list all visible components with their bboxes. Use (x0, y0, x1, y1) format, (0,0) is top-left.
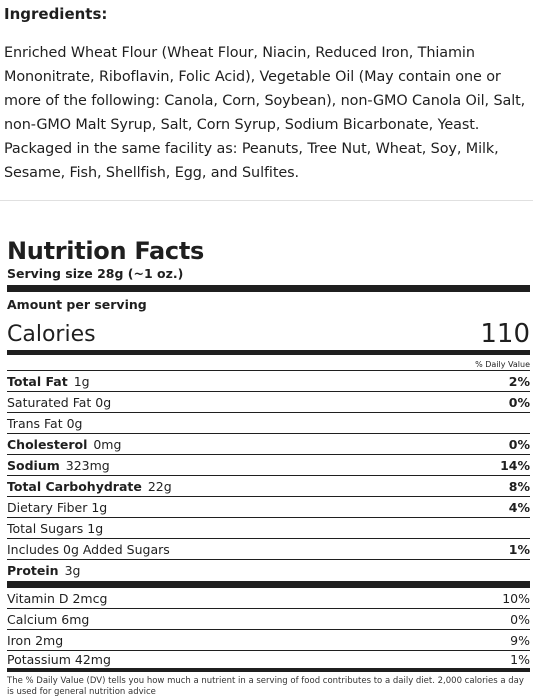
nutrient-dv: 0% (508, 394, 530, 410)
nutrient-name: Includes 0g Added Sugars (7, 541, 170, 557)
nutrient-dv: 4% (508, 499, 530, 515)
nutrient-dv: 0% (508, 436, 530, 452)
nutrient-dv: 8% (508, 478, 530, 494)
daily-value-header: % Daily Value (7, 355, 530, 371)
ingredients-section: Ingredients: Enriched Wheat Flour (Wheat… (4, 4, 530, 185)
nutrient-row-added-sugars: Includes 0g Added Sugars 1% (7, 539, 530, 560)
nutrient-row-total-fat: Total Fat 1g 2% (7, 371, 530, 392)
nutrient-row-protein: Protein 3g (7, 560, 530, 581)
nutrient-dv: 14% (500, 457, 530, 473)
nutrient-name: Protein (7, 563, 59, 578)
vitamin-dv: 0% (510, 611, 530, 627)
nutrient-row-dietary-fiber: Dietary Fiber 1g 4% (7, 497, 530, 518)
nutrient-name: Sodium (7, 457, 60, 473)
nutrient-name: Total Carbohydrate (7, 478, 142, 494)
medium-divider (7, 351, 530, 355)
vitamin-name: Calcium 6mg (7, 611, 90, 627)
serving-size: Serving size 28g (~1 oz.) (7, 266, 184, 281)
vitamin-name: Potassium 42mg (7, 652, 111, 667)
nutrient-amount: 323mg (65, 457, 110, 473)
nutrient-row-total-sugars: Total Sugars 1g (7, 518, 530, 539)
thick-divider (7, 581, 530, 588)
nutrient-dv: 1% (508, 541, 530, 557)
nutrient-row-saturated-fat: Saturated Fat 0g 0% (7, 392, 530, 413)
nutrient-name: Trans Fat 0g (7, 415, 83, 431)
nutrient-amount: 0mg (93, 436, 122, 452)
nutrition-facts-panel: Nutrition Facts Serving size 28g (~1 oz.… (7, 236, 530, 698)
nutrient-dv: 2% (508, 373, 530, 389)
vitamin-dv: 10% (502, 590, 530, 606)
nutrient-row-sodium: Sodium 323mg 14% (7, 455, 530, 476)
nutrient-name: Saturated Fat 0g (7, 394, 112, 410)
nutrient-row-trans-fat: Trans Fat 0g (7, 413, 530, 434)
vitamin-dv: 9% (510, 632, 530, 648)
calories-row: Calories 110 (7, 316, 530, 351)
vitamin-name: Iron 2mg (7, 632, 64, 648)
vitamin-dv: 1% (510, 652, 530, 667)
daily-value-footnote: The % Daily Value (DV) tells you how muc… (7, 676, 524, 697)
nutrient-row-cholesterol: Cholesterol 0mg 0% (7, 434, 530, 455)
amount-per-serving: Amount per serving (7, 297, 147, 312)
section-divider (0, 200, 533, 201)
thick-divider (7, 285, 530, 292)
ingredients-text: Enriched Wheat Flour (Wheat Flour, Niaci… (4, 45, 526, 181)
nutrient-amount: 1g (73, 373, 90, 389)
nutrient-name: Cholesterol (7, 436, 88, 452)
ingredients-title: Ingredients: (4, 5, 108, 23)
vitamin-name: Vitamin D 2mcg (7, 590, 108, 606)
nutrient-name: Total Sugars 1g (7, 520, 104, 536)
nutrient-amount: 3g (64, 563, 81, 578)
vitamin-row-potassium: Potassium 42mg 1% (7, 651, 530, 672)
nutrition-facts-title: Nutrition Facts (7, 237, 205, 265)
vitamin-row-calcium: Calcium 6mg 0% (7, 609, 530, 630)
nutrient-row-total-carbohydrate: Total Carbohydrate 22g 8% (7, 476, 530, 497)
vitamin-row-iron: Iron 2mg 9% (7, 630, 530, 651)
calories-label: Calories (7, 322, 96, 347)
nutrient-amount: 22g (147, 478, 172, 494)
nutrient-name: Dietary Fiber 1g (7, 499, 108, 515)
nutrient-name: Total Fat (7, 373, 68, 389)
vitamin-row-vitamin-d: Vitamin D 2mcg 10% (7, 588, 530, 609)
calories-value: 110 (480, 319, 530, 349)
